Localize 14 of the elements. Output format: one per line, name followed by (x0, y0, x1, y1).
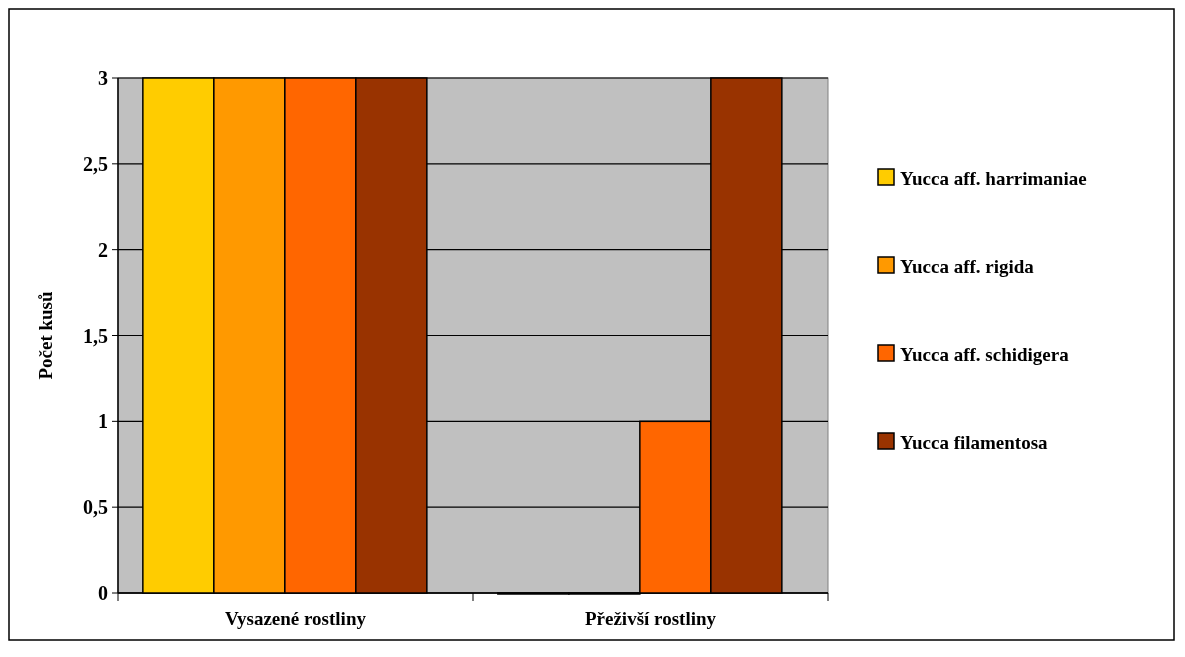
y-tick-label: 0 (98, 582, 108, 604)
y-tick-label: 2,5 (83, 152, 108, 175)
legend-label: Yucca aff. schidigera (900, 343, 1070, 365)
x-tick-label: Vysazené rostliny (225, 608, 367, 629)
legend-label: Yucca aff. rigida (900, 255, 1035, 277)
y-axis-title: Počet kusů (35, 291, 56, 380)
x-tick-label: Přeživší rostliny (584, 608, 717, 629)
y-tick-label: 1 (98, 410, 108, 433)
y-tick-label: 2 (98, 238, 108, 261)
legend-label: Yucca aff. harrimaniae (900, 167, 1087, 189)
legend-label: Yucca filamentosa (900, 431, 1049, 453)
y-tick-label: 3 (98, 67, 108, 89)
y-tick-label: 0,5 (83, 496, 108, 519)
y-tick-label: 1,5 (83, 324, 108, 347)
